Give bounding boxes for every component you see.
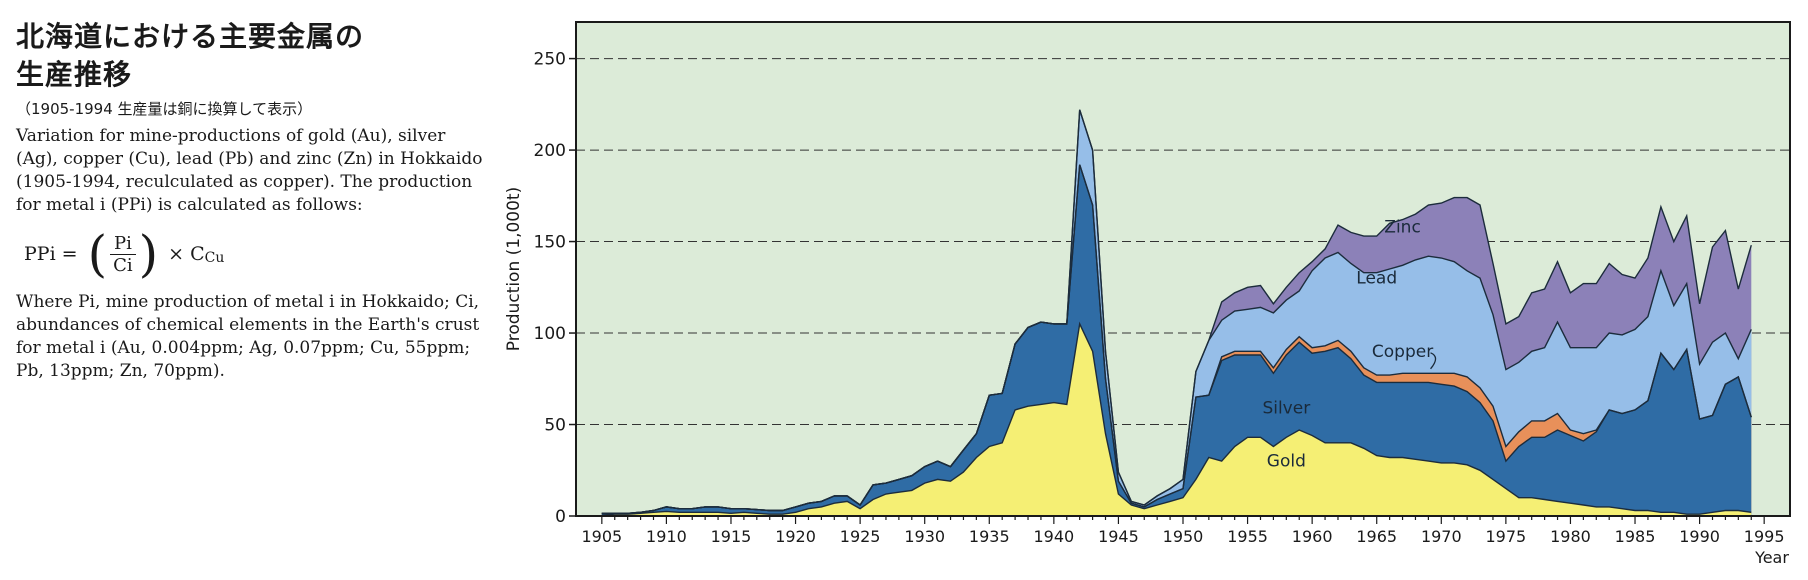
series-label-lead: Lead: [1356, 269, 1397, 289]
x-tick-label-1940: 1940: [1033, 527, 1074, 546]
x-tick-label-1930: 1930: [904, 527, 945, 546]
x-tick-label-1955: 1955: [1227, 527, 1268, 546]
series-label-zinc: Zinc: [1384, 217, 1421, 237]
x-tick-label-1935: 1935: [969, 527, 1010, 546]
line-gold: [601, 321, 1752, 516]
formula-numerator: Pi: [109, 233, 136, 255]
x-tick-label-1990: 1990: [1679, 527, 1720, 546]
y-tick-label-200: 200: [534, 141, 566, 161]
caption-panel: 北海道における主要金属の 生産推移 （1905-1994 生産量は銅に換算して表…: [16, 18, 486, 383]
copper-leader: [1430, 352, 1437, 370]
x-tick-label-1975: 1975: [1486, 527, 1527, 546]
area-silver: [601, 164, 1752, 516]
y-tick-label-250: 250: [534, 50, 566, 70]
formula-fraction: Pi Ci: [109, 233, 137, 276]
x-tick-label-1905: 1905: [581, 527, 622, 546]
formula-denominator: Ci: [113, 254, 133, 276]
x-tick-label-1945: 1945: [1098, 527, 1139, 546]
area-gold: [601, 323, 1752, 516]
formula-subscript: Cu: [204, 250, 225, 266]
x-tick-label-1960: 1960: [1292, 527, 1333, 546]
series-label-gold: Gold: [1267, 452, 1306, 472]
x-tick-label-1950: 1950: [1163, 527, 1204, 546]
x-tick-label-1920: 1920: [775, 527, 816, 546]
x-tick-label-1910: 1910: [646, 527, 687, 546]
y-tick-label-100: 100: [534, 324, 566, 344]
series-label-silver: Silver: [1262, 399, 1310, 419]
title-jp-line1: 北海道における主要金属の: [16, 20, 365, 53]
x-tick-label-1970: 1970: [1421, 527, 1462, 546]
formula-times: × C: [168, 243, 205, 265]
x-tick-label-1925: 1925: [840, 527, 881, 546]
x-tick-label-1965: 1965: [1356, 527, 1397, 546]
title-jp-line2: 生産推移: [16, 58, 133, 91]
y-axis-label: Production (1,000t): [504, 187, 524, 351]
formula: PPi = ( Pi Ci ) × C Cu: [24, 225, 225, 283]
subtitle-jp: （1905-1994 生産量は銅に換算して表示）: [16, 100, 313, 118]
formula-lhs: PPi =: [24, 243, 78, 265]
line-zinc: [601, 109, 1752, 514]
x-tick-label-1980: 1980: [1550, 527, 1591, 546]
english-where: Where Pi, mine production of metal i in …: [16, 292, 480, 381]
x-tick-label-1995: 1995: [1744, 527, 1785, 546]
y-tick-label-50: 50: [544, 416, 566, 436]
x-tick-label-1915: 1915: [711, 527, 752, 546]
y-tick-label-0: 0: [555, 507, 566, 527]
x-axis-label: Year: [1754, 548, 1789, 567]
english-description: Variation for mine-productions of gold (…: [16, 126, 483, 215]
series-label-copper: Copper: [1372, 342, 1433, 362]
y-tick-label-150: 150: [534, 233, 566, 253]
x-tick-label-1985: 1985: [1615, 527, 1656, 546]
